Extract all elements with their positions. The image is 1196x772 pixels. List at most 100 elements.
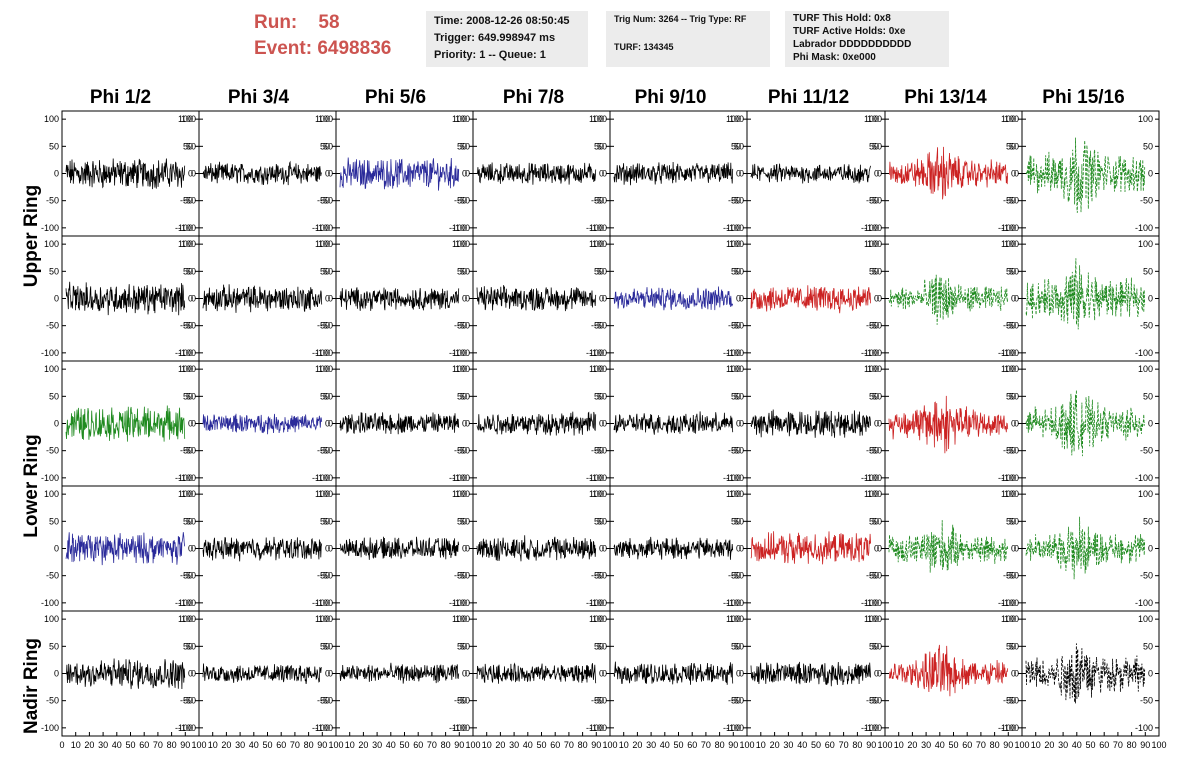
waveform-panel: 100 100 50 50 0 0 -50 -50 -100 -100 bbox=[864, 235, 1023, 362]
y-tick-label-left: -50 bbox=[457, 196, 470, 206]
y-tick-label-right: 50 bbox=[594, 141, 604, 151]
time-info-box: Time: 2008-12-26 08:50:45 Trigger: 649.9… bbox=[426, 11, 588, 67]
x-tick-label: 10 bbox=[482, 740, 492, 750]
waveform-trace bbox=[613, 286, 734, 311]
waveform-panel: 100 100 50 50 0 0 -50 -50 -100 -100 bbox=[726, 235, 886, 362]
y-tick-label-right: 100 bbox=[1001, 364, 1016, 374]
y-tick-label-left: 50 bbox=[323, 266, 333, 276]
y-tick-label-left: 100 bbox=[44, 489, 59, 499]
y-tick-label-right: -100 bbox=[175, 598, 193, 608]
y-tick-label-left: 50 bbox=[597, 266, 607, 276]
y-tick-label-right: -50 bbox=[1003, 571, 1016, 581]
waveform-trace bbox=[202, 160, 323, 186]
x-tick-label: 30 bbox=[372, 740, 382, 750]
x-tick-label: 80 bbox=[578, 740, 588, 750]
y-tick-label-right: 0 bbox=[188, 419, 193, 429]
y-tick-label-left: 100 bbox=[318, 239, 333, 249]
x-tick-label: 50 bbox=[399, 740, 409, 750]
x-tick-label: 30 bbox=[235, 740, 245, 750]
y-tick-label-right: 0 bbox=[1148, 169, 1153, 179]
y-tick-label-right: 0 bbox=[599, 419, 604, 429]
run-value: 58 bbox=[318, 12, 340, 33]
x-tick-label: 60 bbox=[550, 740, 560, 750]
y-tick-label-left: -100 bbox=[726, 473, 744, 483]
y-tick-label-right: -100 bbox=[449, 473, 467, 483]
turf-active-holds: TURF Active Holds: 0xe bbox=[793, 26, 906, 37]
waveform-panel: 100 100 50 50 0 0 -50 -50 -100 -100 bbox=[41, 235, 200, 362]
y-tick-label-left: -50 bbox=[731, 321, 744, 331]
y-tick-label-right: -50 bbox=[180, 321, 193, 331]
waveform-trace bbox=[476, 285, 597, 312]
waveform-panel: 100 100 50 50 0 0 -50 -50 -100 -100 bbox=[1001, 360, 1160, 487]
waveform-panel: 100 100 50 50 0 0 -50 -50 -100 -100 bbox=[315, 235, 474, 362]
x-tick-label: 80 bbox=[852, 740, 862, 750]
y-tick-label-right: 0 bbox=[1011, 419, 1016, 429]
y-tick-label-right: -50 bbox=[591, 696, 604, 706]
x-tick-label: 20 bbox=[632, 740, 642, 750]
y-tick-label-left: -100 bbox=[1001, 348, 1019, 358]
y-tick-label-left: 100 bbox=[181, 489, 196, 499]
x-tick-label: 50 bbox=[262, 740, 272, 750]
y-tick-label-left: 50 bbox=[460, 266, 470, 276]
waveform-trace bbox=[613, 661, 734, 685]
y-tick-label-left: 100 bbox=[455, 364, 470, 374]
x-tick-label: 80 bbox=[441, 740, 451, 750]
y-tick-label-left: -50 bbox=[320, 571, 333, 581]
y-tick-label-right: 50 bbox=[869, 266, 879, 276]
waveform-panel: 100 100 50 50 0 0 -50 -50 -100 -100 bbox=[178, 110, 337, 237]
waveform-panel: 100 100 50 50 0 0 -50 -50 -100 -100 bbox=[452, 485, 611, 612]
waveform-panel: 100 100 50 50 0 0 -50 -50 -100 -100 bbox=[315, 360, 474, 487]
y-tick-label-right: 100 bbox=[589, 114, 604, 124]
y-tick-label-left: 100 bbox=[455, 114, 470, 124]
y-tick-label-right: 50 bbox=[320, 141, 330, 151]
y-tick-label-left: 50 bbox=[597, 141, 607, 151]
waveform-trace bbox=[750, 661, 871, 687]
y-tick-label-left: 0 bbox=[191, 294, 196, 304]
y-tick-label-left: 100 bbox=[44, 614, 59, 624]
waveform-panel: 100 100 50 50 0 0 -50 -50 -100 -100 bbox=[178, 360, 337, 487]
y-tick-label-left: -100 bbox=[726, 348, 744, 358]
y-tick-label-left: 100 bbox=[181, 614, 196, 624]
y-tick-label-left: 0 bbox=[877, 669, 882, 679]
y-tick-label-left: 0 bbox=[1014, 544, 1019, 554]
y-tick-label-right: 0 bbox=[188, 169, 193, 179]
y-tick-label-left: 50 bbox=[734, 141, 744, 151]
y-tick-label-left: 50 bbox=[49, 141, 59, 151]
y-tick-label-left: 0 bbox=[191, 169, 196, 179]
x-tick-label: 50 bbox=[811, 740, 821, 750]
x-tick-label: 10 bbox=[208, 740, 218, 750]
y-tick-label-right: 0 bbox=[874, 669, 879, 679]
y-tick-label-right: 0 bbox=[462, 544, 467, 554]
y-tick-label-left: 0 bbox=[739, 169, 744, 179]
waveform-panel: 100 100 50 50 0 0 -50 -50 -100 -100 bbox=[589, 485, 748, 612]
y-tick-label-left: 50 bbox=[460, 141, 470, 151]
y-tick-label-right: -50 bbox=[591, 446, 604, 456]
y-tick-label-right: 50 bbox=[594, 641, 604, 651]
y-tick-label-right: -100 bbox=[998, 223, 1016, 233]
x-tick-label: 60 bbox=[413, 740, 423, 750]
y-tick-label-right: -50 bbox=[180, 446, 193, 456]
y-tick-label-left: 100 bbox=[44, 114, 59, 124]
y-tick-label-left: -100 bbox=[41, 348, 59, 358]
turf-this-hold: TURF This Hold: 0x8 bbox=[793, 13, 891, 24]
y-tick-label-right: 100 bbox=[1001, 614, 1016, 624]
y-tick-label-left: 0 bbox=[602, 169, 607, 179]
y-tick-label-right: -50 bbox=[1003, 321, 1016, 331]
y-tick-label-right: -100 bbox=[175, 473, 193, 483]
y-tick-label-left: 100 bbox=[181, 239, 196, 249]
y-tick-label-left: 0 bbox=[1014, 169, 1019, 179]
x-tick-label: 90 bbox=[591, 740, 601, 750]
y-tick-label-left: 50 bbox=[734, 516, 744, 526]
labrador-text: Labrador DDDDDDDDDD bbox=[793, 39, 912, 50]
y-tick-label-left: 50 bbox=[1009, 266, 1019, 276]
waveform-panel: 100 100 50 50 0 0 -50 -50 -100 -100 bbox=[41, 360, 200, 487]
y-tick-label-right: 0 bbox=[325, 169, 330, 179]
y-tick-label-left: 0 bbox=[328, 544, 333, 554]
y-tick-label-left: 100 bbox=[1004, 239, 1019, 249]
y-tick-label-right: 100 bbox=[589, 239, 604, 249]
waveform-panel: 100 100 50 50 0 0 -50 -50 -100 -100 bbox=[315, 110, 474, 237]
y-tick-label-left: -100 bbox=[315, 598, 333, 608]
y-tick-label-left: 100 bbox=[867, 364, 882, 374]
y-tick-label-right: 100 bbox=[315, 239, 330, 249]
y-tick-label-left: -100 bbox=[589, 473, 607, 483]
